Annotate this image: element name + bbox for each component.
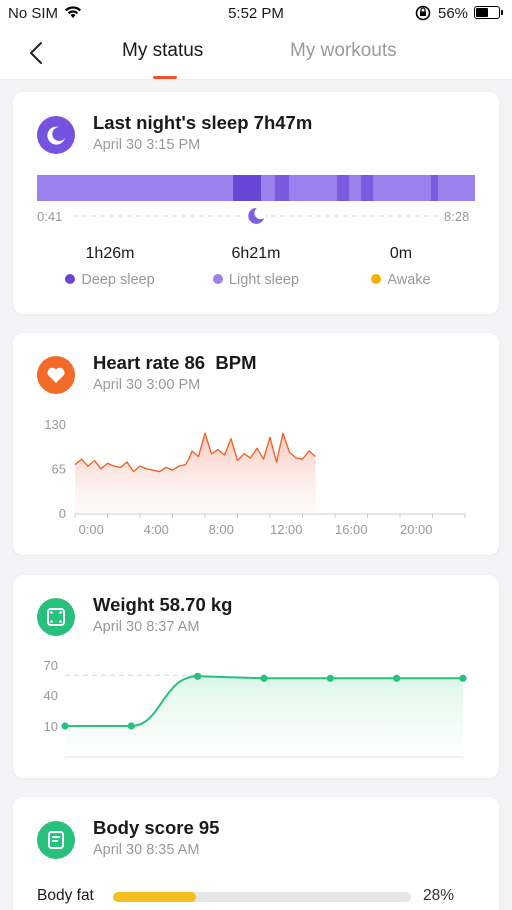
- body-fat-label: Body fat: [37, 887, 94, 904]
- moon-icon: [248, 207, 264, 224]
- heart-rate-date: April 30 3:00 PM: [93, 377, 201, 393]
- awake-legend: Awake: [321, 272, 481, 288]
- body-fat-bar: [113, 892, 411, 902]
- battery-percent: 56%: [438, 5, 469, 22]
- hr-x-tick: 8:00: [209, 522, 234, 537]
- sleep-moon-icon: z: [37, 116, 75, 154]
- sleep-bar-deep-4: [361, 175, 373, 201]
- weight-point: [459, 674, 467, 682]
- body-score-title: Body score 95: [93, 817, 220, 838]
- weight-point: [194, 672, 202, 680]
- sleep-title: Last night's sleep 7h47m: [93, 112, 313, 133]
- body-fat-value: 28%: [423, 887, 455, 904]
- sleep-bar-deep-3: [337, 175, 349, 201]
- hr-y-tick: 130: [44, 417, 66, 432]
- hr-x-tick: 4:00: [144, 522, 169, 537]
- light-sleep-value: 6h21m: [231, 245, 281, 262]
- active-tab-indicator: [153, 76, 177, 79]
- clock: 5:52 PM: [228, 5, 284, 22]
- hr-x-tick: 0:00: [79, 522, 104, 537]
- deep-sleep-dot: [65, 274, 76, 284]
- hr-x-tick: 16:00: [335, 522, 368, 537]
- heart-rate-card[interactable]: Heart rate 86 BPM April 30 3:00 PM 130 65…: [13, 333, 499, 555]
- carrier-label: No SIM: [8, 5, 59, 22]
- scale-icon: [37, 598, 75, 636]
- weight-point: [61, 722, 69, 730]
- weight-y-tick: 40: [44, 688, 58, 703]
- awake-value: 0m: [389, 245, 413, 262]
- weight-title: Weight 58.70 kg: [93, 594, 233, 615]
- svg-text:z: z: [58, 128, 62, 135]
- back-arrow-icon[interactable]: [22, 38, 52, 68]
- hr-y-tick: 0: [59, 506, 66, 521]
- heart-icon: [37, 356, 75, 394]
- light-sleep-legend: Light sleep: [176, 272, 336, 288]
- sleep-bar-deep-5: [431, 175, 438, 201]
- light-sleep-label: Light sleep: [228, 272, 300, 288]
- deep-sleep-legend: Deep sleep: [30, 272, 190, 288]
- weight-point: [326, 674, 334, 682]
- sleep-bar-deep-2: [275, 175, 289, 201]
- heart-rate-title: Heart rate 86 BPM: [93, 352, 257, 373]
- awake-dot: [371, 274, 382, 284]
- tab-my-status[interactable]: My status: [122, 40, 204, 61]
- weight-chart: 70 40 10: [44, 658, 467, 758]
- sleep-timeline-chart: [37, 175, 475, 226]
- light-sleep-dot: [212, 274, 223, 284]
- body-score-date: April 30 8:35 AM: [93, 842, 200, 858]
- weight-area: [65, 676, 463, 757]
- deep-sleep-label: Deep sleep: [81, 272, 155, 288]
- wifi-icon: [65, 6, 81, 18]
- weight-y-tick: 70: [44, 658, 58, 673]
- awake-label: Awake: [387, 272, 431, 288]
- orientation-lock-icon: [415, 5, 431, 21]
- hr-y-tick: 65: [52, 462, 66, 477]
- deep-sleep-value: 1h26m: [85, 245, 135, 262]
- hr-x-tick: 20:00: [400, 522, 433, 537]
- tab-my-workouts[interactable]: My workouts: [290, 40, 397, 61]
- nav-bar: My status My workouts: [0, 28, 512, 80]
- heart-rate-chart: 130 65 0 0:00 4:00 8:00 12:00 16:00 20:00: [44, 417, 466, 537]
- body-score-card[interactable]: Body score 95 April 30 8:35 AM Body fat …: [13, 797, 499, 910]
- sleep-date: April 30 3:15 PM: [93, 137, 201, 153]
- weight-card[interactable]: Weight 58.70 kg April 30 8:37 AM 70 40 10: [13, 575, 499, 778]
- sleep-bar-deep-1: [233, 175, 261, 201]
- sleep-end-time: 8:28: [444, 209, 470, 224]
- sleep-card[interactable]: z Last night's sleep 7h47m April 30 3:15…: [13, 92, 499, 314]
- status-bar: No SIM 5:52 PM 56%: [0, 0, 512, 28]
- hr-x-tick: 12:00: [270, 522, 303, 537]
- weight-y-tick: 10: [44, 719, 58, 734]
- body-fat-bar-fill: [113, 892, 197, 902]
- hr-area: [75, 433, 316, 514]
- sleep-start-time: 0:41: [37, 209, 63, 224]
- battery-icon: [474, 6, 503, 19]
- weight-date: April 30 8:37 AM: [93, 619, 200, 635]
- weight-point: [260, 674, 268, 682]
- weight-point: [127, 722, 135, 730]
- weight-point: [393, 674, 401, 682]
- hr-line: [74, 432, 316, 473]
- body-score-icon: [37, 821, 75, 859]
